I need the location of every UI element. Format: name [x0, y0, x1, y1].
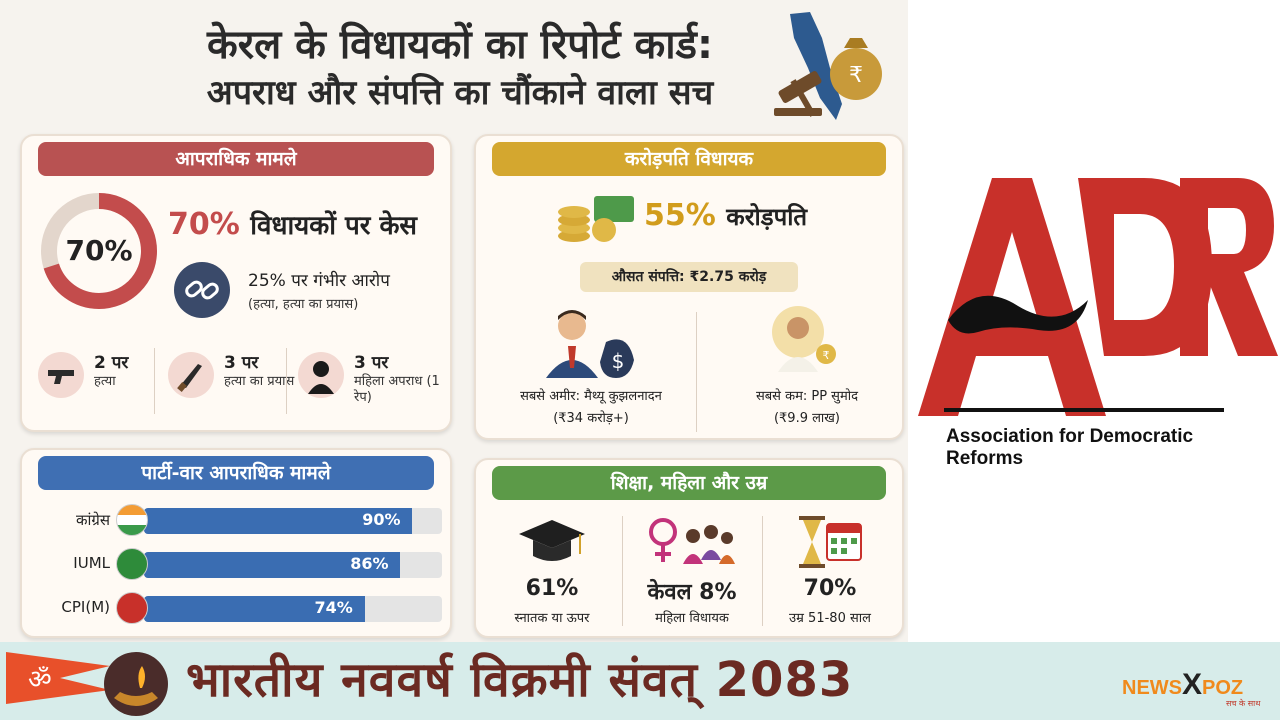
millionaire-text: करोड़पति	[726, 203, 808, 231]
brand-right: POZ	[1202, 677, 1244, 699]
party-wise-cases-card: पार्टी-वार आपराधिक मामले कांग्रेस 90% IU…	[20, 448, 452, 638]
crime-item-desc: हत्या	[94, 374, 116, 389]
edu-col-age: 70% उम्र 51-80 साल	[760, 510, 900, 636]
edu-value: 70%	[803, 576, 857, 601]
criminal-cases-donut: 70%	[41, 193, 157, 309]
kerala-infographic: केरल के विधायकों का रिपोर्ट कार्ड: अपराध…	[0, 0, 908, 642]
party-wise-heading: पार्टी-वार आपराधिक मामले	[38, 456, 434, 490]
divider	[762, 516, 763, 626]
newsxpoz-tagline: सच के साथ	[1226, 699, 1261, 708]
svg-text:$: $	[612, 349, 625, 373]
serious-charges-text: 25% पर गंभीर आरोप	[248, 271, 390, 291]
svg-text:₹: ₹	[823, 349, 830, 362]
party-name: कांग्रेस	[75, 511, 110, 529]
edu-value: 61%	[525, 576, 579, 601]
crime-headline: 70% विधायकों पर केस	[168, 206, 417, 242]
newsxpoz-logo: NEWSXPOZ सच के साथ	[1114, 652, 1280, 712]
millionaire-heading: करोड़पति विधायक	[492, 142, 886, 176]
infographic-title: केरल के विधायकों का रिपोर्ट कार्ड: अपराध…	[150, 20, 770, 116]
party-bar-fill	[144, 596, 365, 622]
woman-silhouette-icon	[298, 352, 344, 398]
party-bar-fill	[144, 552, 401, 578]
crime-item-desc: हत्या का प्रयास	[224, 374, 295, 389]
brand-left: NEWS	[1122, 677, 1182, 699]
om-symbol: ॐ	[28, 665, 52, 695]
edu-col-graduates: 61% स्नातक या ऊपर	[482, 510, 622, 636]
party-bar-fill	[144, 508, 413, 534]
party-name: CPI(M)	[61, 598, 110, 616]
gun-icon	[38, 352, 84, 398]
businessman-moneybag-icon: $	[546, 310, 634, 378]
divider	[622, 516, 623, 626]
graduation-cap-icon	[519, 520, 585, 561]
edu-label: महिला विधायक	[655, 611, 729, 626]
donut-label: 70%	[65, 234, 132, 267]
map-gavel-moneybag-icon: ₹	[774, 12, 882, 120]
hammer-sickle-icon	[116, 592, 148, 624]
donut-fill-arc	[41, 193, 157, 309]
education-heading: शिक्षा, महिला और उम्र	[492, 466, 886, 500]
party-bar-track	[144, 552, 442, 578]
richest-label: सबसे अमीर: मैथ्यू कुझलनादन	[520, 389, 662, 404]
party-row-iuml: IUML 86%	[32, 546, 452, 582]
adr-logo: Association for Democratic Reforms	[908, 160, 1280, 469]
party-bar-value: 86%	[350, 554, 389, 573]
education-women-age-card: शिक्षा, महिला और उम्र 61% स्नातक या ऊपर	[474, 458, 904, 638]
x-mark-icon: X	[1182, 668, 1203, 701]
crime-item-desc: महिला अपराध (1 रेप)	[354, 374, 440, 405]
poorest-label: सबसे कम: PP सुमोद	[755, 389, 859, 404]
man-coin-icon: ₹	[772, 306, 836, 372]
adr-letters-graphic	[918, 178, 1278, 416]
crime-item-count: 3 पर	[354, 353, 389, 373]
svg-text:₹: ₹	[849, 63, 863, 88]
party-bar-value: 90%	[362, 510, 401, 529]
coins-cash-icon	[558, 196, 634, 242]
women-icon	[649, 518, 735, 564]
richest-value: (₹34 करोड़+)	[553, 411, 629, 426]
edu-value: केवल 8%	[647, 580, 737, 605]
millionaire-stat: 55% करोड़पति	[644, 198, 807, 233]
criminal-cases-card: आपराधिक मामले 70% 70% विधायकों पर केस 25…	[20, 134, 452, 432]
edu-label: स्नातक या ऊपर	[514, 611, 590, 626]
crime-item-women: 3 पर महिला अपराध (1 रेप)	[298, 344, 448, 424]
party-row-cpim: CPI(M) 74%	[32, 590, 452, 626]
vikram-samvat-headline: भारतीय नववर्ष विक्रमी संवत् 2083	[186, 652, 854, 708]
title-line-2: अपराध और संपत्ति का चौंकाने वाला सच	[206, 73, 714, 113]
party-bar-track	[144, 508, 442, 534]
iuml-crescent-icon	[116, 548, 148, 580]
crime-item-count: 3 पर	[224, 353, 259, 373]
saffron-flag-diya-icon: ॐ	[6, 652, 168, 716]
divider	[286, 348, 287, 414]
title-line-1: केरल के विधायकों का रिपोर्ट कार्ड:	[207, 22, 713, 68]
knife-icon	[168, 352, 214, 398]
newsxpoz-wordmark: NEWSXPOZ	[1122, 668, 1243, 702]
edu-col-women: केवल 8% महिला विधायक	[622, 510, 762, 636]
party-name: IUML	[73, 554, 110, 572]
bottom-banner: ॐ भारतीय नववर्ष विक्रमी संवत् 2083 NEWSX…	[0, 642, 1280, 720]
adr-full-name: Association for Democratic Reforms	[946, 426, 1194, 469]
crime-headline-text: विधायकों पर केस	[250, 211, 418, 241]
party-row-congress: कांग्रेस 90%	[32, 502, 452, 538]
millionaire-pct: 55%	[644, 198, 716, 233]
millionaire-mlas-card: करोड़पति विधायक 55% करोड़पति औसत संपत्ति…	[474, 134, 904, 440]
party-bar-value: 74%	[314, 598, 353, 617]
hourglass-calendar-icon	[799, 516, 862, 568]
congress-hand-icon	[116, 504, 148, 536]
serious-charges-sub: (हत्या, हत्या का प्रयास)	[248, 297, 359, 312]
edu-label: उम्र 51-80 साल	[789, 611, 871, 626]
poorest-value: (₹9.9 लाख)	[773, 411, 841, 426]
divider	[154, 348, 155, 414]
average-assets: औसत संपत्ति: ₹2.75 करोड़	[580, 262, 798, 292]
divider	[696, 312, 697, 432]
party-bar-track	[144, 596, 442, 622]
crime-item-murder: 2 पर हत्या	[38, 344, 158, 424]
broken-chain-icon	[174, 262, 230, 318]
criminal-cases-heading: आपराधिक मामले	[38, 142, 434, 176]
crime-item-attempt-murder: 3 पर हत्या का प्रयास	[168, 344, 298, 424]
crime-headline-pct: 70%	[168, 207, 240, 242]
crime-item-count: 2 पर	[94, 353, 129, 373]
